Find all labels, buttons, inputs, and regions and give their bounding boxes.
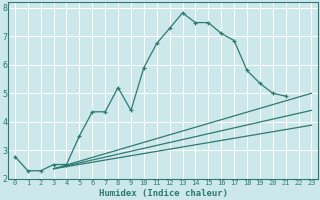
X-axis label: Humidex (Indice chaleur): Humidex (Indice chaleur) (99, 189, 228, 198)
